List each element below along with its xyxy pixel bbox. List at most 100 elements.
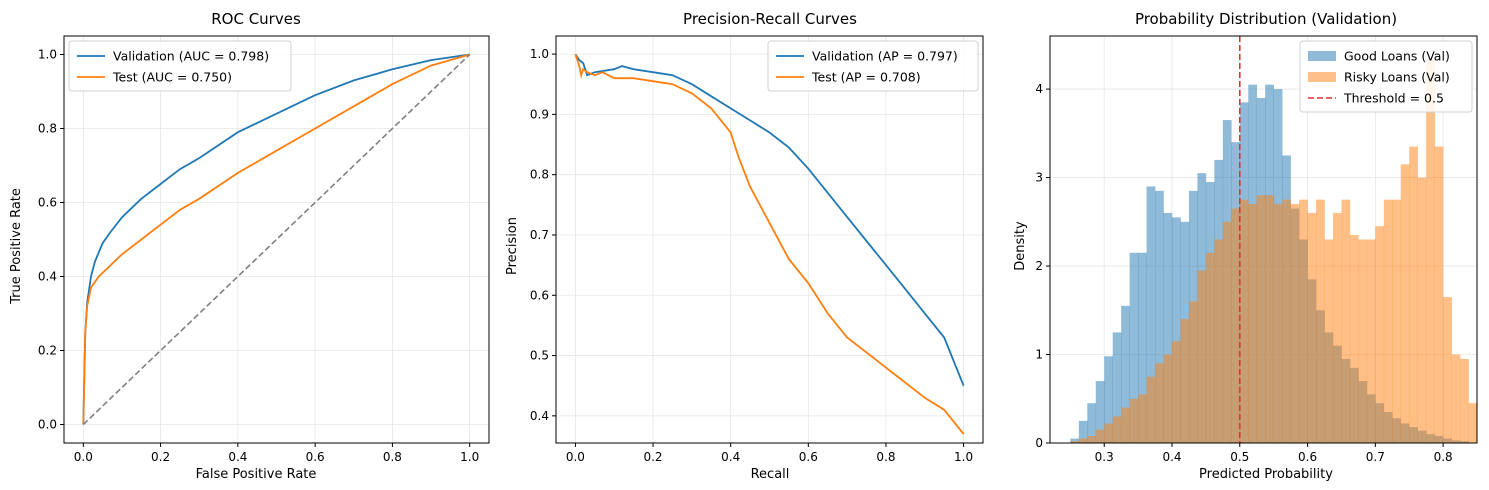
histogram-bar bbox=[1299, 199, 1308, 443]
diagonal-reference-line bbox=[82, 53, 471, 426]
y-tick-label: 4 bbox=[1035, 82, 1043, 96]
x-tick-label: 0.4 bbox=[721, 450, 740, 464]
pr-legend: Validation (AP = 0.797) Test (AP = 0.708) bbox=[767, 40, 979, 92]
histogram-bar bbox=[1138, 394, 1147, 443]
histogram-bar bbox=[1087, 403, 1097, 443]
y-tick-label: 0.5 bbox=[530, 349, 549, 363]
histogram-bar bbox=[1078, 420, 1088, 443]
x-tick-label: 0.8 bbox=[383, 450, 402, 464]
histogram-bar bbox=[1231, 208, 1241, 443]
histogram-bar bbox=[1290, 204, 1300, 443]
histogram-bar bbox=[1417, 177, 1427, 443]
histogram-bar bbox=[1239, 199, 1249, 443]
histogram-bar bbox=[1256, 195, 1266, 443]
histogram-bar bbox=[1409, 146, 1418, 443]
histogram-bar bbox=[1138, 252, 1147, 443]
histogram-bar bbox=[1146, 186, 1156, 444]
histogram-bar bbox=[1095, 381, 1105, 443]
histogram-bar bbox=[1146, 376, 1156, 443]
y-tick-label: 0.8 bbox=[530, 168, 549, 182]
legend-swatch bbox=[1308, 72, 1336, 82]
legend-label: Risky Loans (Val) bbox=[1344, 70, 1450, 85]
legend-label: Test (AP = 0.708) bbox=[811, 70, 921, 85]
hist-xlabel: Predicted Probability bbox=[1199, 467, 1333, 482]
legend-label: Validation (AP = 0.797) bbox=[812, 49, 958, 64]
hist-title: Probability Distribution (Validation) bbox=[1135, 10, 1397, 28]
legend-label: Good Loans (Val) bbox=[1344, 49, 1450, 64]
pr-chart: Precision-Recall Curves Recall Precision… bbox=[505, 10, 984, 482]
histogram-bar bbox=[1265, 195, 1274, 443]
y-tick-label: 1.0 bbox=[38, 48, 57, 62]
pr-xlabel: Recall bbox=[751, 467, 790, 482]
histogram-bar bbox=[1248, 204, 1258, 443]
x-tick-label: 1.0 bbox=[954, 450, 973, 464]
histogram-bar bbox=[1349, 235, 1359, 443]
legend-label: Threshold = 0.5 bbox=[1343, 91, 1444, 106]
roc-ylabel: True Positive Rate bbox=[9, 188, 24, 305]
histogram-bar bbox=[1112, 416, 1122, 443]
y-tick-label: 0.8 bbox=[38, 122, 57, 136]
histogram-bar bbox=[1358, 239, 1368, 443]
x-tick-label: 0.7 bbox=[1366, 450, 1385, 464]
hist-legend: Good Loans (Val) Risky Loans (Val) Thresho… bbox=[1299, 40, 1473, 113]
histogram-bar bbox=[1197, 270, 1207, 443]
roc-xlabel: False Positive Rate bbox=[196, 467, 317, 482]
axes-frame bbox=[63, 35, 490, 444]
histogram-bar bbox=[1188, 301, 1198, 443]
histogram-bar bbox=[1222, 221, 1232, 443]
x-tick-label: 0.3 bbox=[1095, 450, 1114, 464]
histogram-bar bbox=[1332, 212, 1342, 443]
hist-ylabel: Density bbox=[1013, 221, 1028, 271]
histogram-bar bbox=[1341, 199, 1351, 443]
series-line-0 bbox=[574, 53, 965, 387]
histogram-bar bbox=[1121, 305, 1130, 443]
x-tick-label: 0.8 bbox=[876, 450, 895, 464]
x-tick-label: 0.5 bbox=[1230, 450, 1249, 464]
y-tick-label: 3 bbox=[1035, 171, 1043, 185]
histogram-bar bbox=[1172, 217, 1181, 443]
y-tick-label: 0.4 bbox=[530, 409, 549, 423]
histogram-bar bbox=[1383, 199, 1393, 443]
y-tick-label: 0.0 bbox=[38, 418, 57, 432]
y-tick-label: 0.7 bbox=[530, 228, 549, 242]
histogram-bar bbox=[1434, 146, 1444, 443]
x-tick-label: 0.0 bbox=[566, 450, 585, 464]
x-tick-label: 0.2 bbox=[151, 450, 170, 464]
x-tick-label: 0.8 bbox=[1434, 450, 1453, 464]
y-tick-label: 2 bbox=[1035, 259, 1043, 273]
series-line-0 bbox=[82, 53, 470, 425]
legend-box bbox=[68, 40, 292, 92]
histogram-bar bbox=[1375, 226, 1385, 443]
y-tick-label: 0.6 bbox=[530, 288, 549, 302]
histogram-bar bbox=[1129, 252, 1139, 443]
histogram-bar bbox=[1273, 204, 1283, 443]
y-tick-label: 0.2 bbox=[38, 344, 57, 358]
histogram-bar bbox=[1163, 212, 1173, 443]
x-tick-label: 0.6 bbox=[306, 450, 325, 464]
histogram-bar bbox=[1095, 429, 1105, 443]
histogram-bar bbox=[1163, 354, 1173, 443]
legend-label: Validation (AUC = 0.798) bbox=[113, 49, 269, 64]
y-tick-label: 0.9 bbox=[530, 107, 549, 121]
axes-frame bbox=[1049, 35, 1478, 444]
histogram-bar bbox=[1282, 199, 1291, 443]
y-tick-label: 0 bbox=[1035, 436, 1043, 450]
histogram-bar bbox=[1392, 199, 1402, 443]
legend-swatch bbox=[1308, 51, 1336, 61]
series-line-1 bbox=[574, 53, 965, 435]
histogram-bar bbox=[1426, 58, 1435, 443]
histogram-bar bbox=[1104, 423, 1113, 443]
histogram-bar bbox=[1205, 252, 1215, 443]
series-line-1 bbox=[82, 53, 470, 425]
histogram-bar bbox=[1070, 438, 1080, 443]
histogram-bar bbox=[1087, 435, 1097, 443]
histogram-bar bbox=[1180, 319, 1190, 443]
legend-box bbox=[1299, 40, 1473, 113]
pr-title: Precision-Recall Curves bbox=[683, 10, 857, 28]
histogram-bar bbox=[1172, 341, 1181, 443]
x-tick-label: 0.6 bbox=[799, 450, 818, 464]
axes-frame bbox=[555, 35, 984, 444]
histogram-bar bbox=[1078, 438, 1088, 443]
y-tick-label: 1 bbox=[1035, 348, 1043, 362]
